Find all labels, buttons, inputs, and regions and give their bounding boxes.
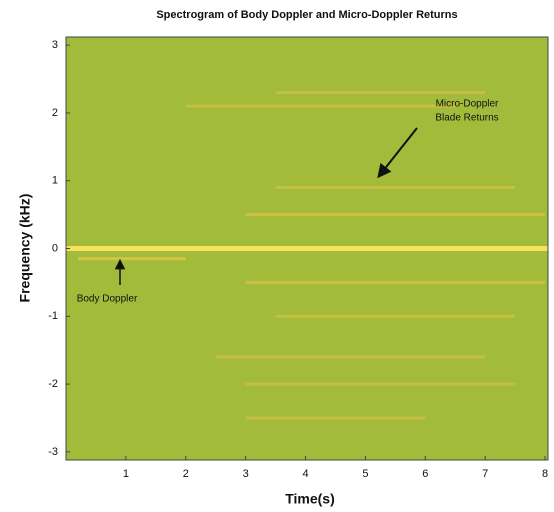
spectral-streak [185,104,456,108]
spectral-streak [77,257,186,261]
y-tick-label: 3 [52,39,58,51]
x-tick-label: 8 [542,468,548,480]
spectral-streak [275,185,516,189]
plot-area [66,37,548,460]
chart-title: Spectrogram of Body Doppler and Micro-Do… [156,9,457,21]
y-tick-label: 1 [52,175,58,187]
annotation: Body Doppler [77,294,138,305]
x-tick-label: 4 [302,468,308,480]
x-tick-label: 7 [482,468,488,480]
annotation: Micro-Doppler [436,99,499,110]
annotations: Micro-Doppler Blade Returns Body Doppler… [48,36,549,480]
x-tick-label: 3 [243,468,249,480]
y-tick-label: -2 [48,378,58,390]
annotation-arrow [377,127,418,179]
x-tick-label: 2 [183,468,189,480]
y-axis-label: Frequency (kHz) [17,194,33,303]
spectral-streak [215,355,486,359]
spectral-streak [245,382,516,386]
y-tick-label: 0 [52,242,58,254]
x-tick-label: 5 [362,468,368,480]
x-tick-label: 1 [123,468,129,480]
y-tick-label: -3 [48,446,58,458]
spectral-streak [275,314,516,318]
spectral-streak [66,246,548,251]
y-tick-label: -1 [48,310,58,322]
spectral-streak [245,416,426,420]
x-axis-label: Time(s) [285,491,335,507]
spectral-streak [275,91,486,95]
y-tick-label: 2 [52,107,58,119]
annotation: Blade Returns [435,113,498,124]
spectral-streak [245,280,546,284]
x-tick-label: 6 [422,468,428,480]
spectral-streak [245,213,546,217]
